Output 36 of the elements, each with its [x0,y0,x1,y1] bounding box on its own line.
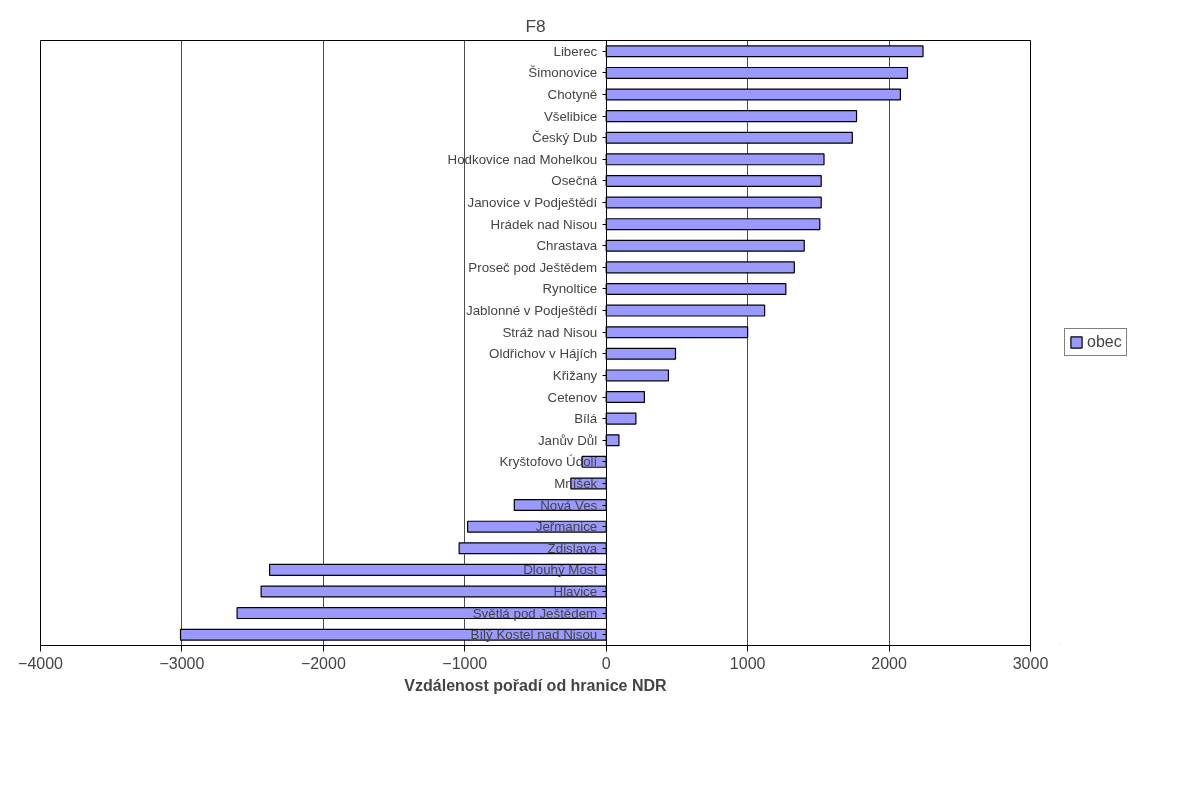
y-tick-label: Nová Ves [540,497,598,513]
y-tick-label: Dlouhý Most [523,562,598,578]
x-tick-label: −2000 [300,654,346,672]
x-tick-label: 2000 [871,654,907,672]
y-tick-label: Osečná [551,173,598,189]
y-tick-label: Chotyně [547,87,598,103]
chart-title: F8 [525,15,546,36]
y-tick-label: Český Dub [532,130,598,146]
x-tick-label: −4000 [18,654,64,672]
y-tick-label: Křižany [552,367,598,383]
y-tick-label: Janovice v Podještědí [467,195,598,211]
y-tick-label: Jablonné v Podještědí [466,303,598,319]
x-tick-label: 1000 [729,654,766,672]
y-tick-label: Rynoltice [542,281,598,297]
x-axis-title: Vzdálenost pořadí od hranice NDR [404,676,668,694]
x-tick-label: 3000 [1012,654,1049,672]
x-tick-label: 0 [601,654,611,672]
y-tick-label: Všelibice [543,108,598,124]
y-tick-label: Hrádek nad Nisou [490,216,598,232]
y-tick-label: Stráž nad Nisou [502,324,598,340]
y-tick-label: Liberec [553,43,598,59]
y-tick-label: Proseč pod Ještědem [468,259,598,275]
y-tick-label: Bílá [574,411,598,427]
y-tick-label: Zdislava [547,540,598,556]
y-tick-label: Janův Důl [537,432,598,448]
y-tick-label: Oldřichov v Hájích [489,346,598,362]
y-tick-label: Hlavice [553,583,598,599]
x-tick-label: −1000 [442,654,488,672]
y-tick-label: Světlá pod Ještědem [472,605,598,621]
y-tick-label: Jeřmanice [535,519,598,535]
y-tick-label: Šimonovice [528,65,598,81]
x-tick-label: −3000 [159,654,205,672]
legend-label: obec [1087,333,1122,351]
y-tick-label: Bílý Kostel nad Nisou [470,627,598,643]
y-tick-label: Cetenov [547,389,598,405]
y-tick-label: Chrastava [536,238,598,254]
